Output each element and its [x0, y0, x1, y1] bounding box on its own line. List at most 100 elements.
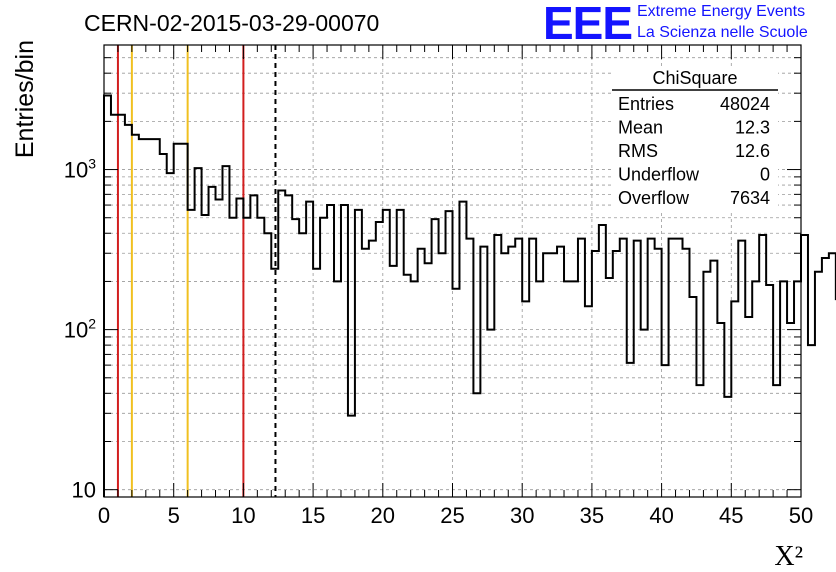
histogram-bin — [550, 253, 557, 497]
histogram-bin — [794, 281, 801, 497]
x-tick-label: 10 — [231, 503, 255, 528]
histogram-bin — [766, 285, 773, 497]
histogram-bin — [229, 218, 236, 497]
histogram-bin — [146, 139, 153, 497]
histogram-bin — [118, 115, 125, 497]
histogram-bin — [327, 205, 334, 497]
axis-labels: 0 5 10 15 20 25 30 35 40 45 50 10 102 103 X² Entries/bi… — [11, 40, 813, 572]
histogram-bin — [676, 239, 683, 497]
y-tick-label: 10 — [72, 478, 96, 503]
histogram-bin — [613, 251, 620, 497]
histogram-bin — [334, 281, 341, 497]
stats-box: ChiSquare Entries 48024 Mean 12.3 RMS 12.6 Unde… — [612, 66, 778, 211]
x-tick-label: 30 — [510, 503, 534, 528]
x-tick-label: 45 — [719, 503, 743, 528]
histogram-bin — [362, 249, 369, 497]
histogram-bin — [724, 397, 731, 497]
histogram-bin — [439, 253, 446, 497]
histogram-bin — [815, 272, 822, 497]
histogram-bin — [111, 115, 118, 497]
histogram-bin — [599, 225, 606, 497]
histogram-bin — [689, 297, 696, 497]
histogram-bin — [536, 281, 543, 497]
histogram-bin — [285, 195, 292, 497]
stats-row-value: 48024 — [720, 94, 770, 114]
histogram-bin — [829, 253, 836, 497]
histogram-bin — [578, 239, 585, 497]
histogram-bin — [404, 275, 411, 497]
histogram-bin — [634, 241, 641, 497]
histogram-bin — [174, 144, 181, 497]
histogram-layer — [103, 94, 836, 497]
histogram-bin — [738, 241, 745, 497]
histogram-bin — [822, 258, 829, 497]
histogram-bin — [543, 253, 550, 497]
histogram-bin — [167, 173, 174, 497]
histogram-bin — [585, 306, 592, 497]
histogram-bin — [313, 269, 320, 497]
histogram-bin — [752, 281, 759, 497]
histogram-bin — [710, 261, 717, 497]
histogram-bin — [703, 272, 710, 497]
histogram-bin — [808, 345, 815, 497]
histogram-bin — [717, 323, 724, 497]
histogram-bin — [655, 249, 662, 497]
run-title: CERN-02-2015-03-29-00070 — [84, 10, 380, 36]
reference-lines — [116, 45, 277, 497]
histogram-bin — [669, 239, 676, 497]
histogram-bin — [139, 139, 146, 497]
histogram-bin — [620, 239, 627, 497]
stats-row-label: Underflow — [618, 165, 700, 185]
histogram-bin — [411, 281, 418, 497]
histogram-bin — [222, 166, 229, 497]
histogram-bin — [278, 190, 285, 497]
histogram-bin — [529, 239, 536, 497]
logo-text-line2: La Scienza nelle Scuole — [637, 24, 808, 41]
histogram-bin — [480, 247, 487, 497]
stats-box-title: ChiSquare — [652, 68, 737, 88]
y-tick-label: 103 — [64, 156, 96, 183]
x-tick-label: 15 — [301, 503, 325, 528]
histogram-bin — [627, 363, 634, 497]
histogram-bin — [390, 266, 397, 497]
stats-row-label: RMS — [618, 141, 658, 161]
stats-row-label: Overflow — [618, 188, 690, 208]
stats-row-value: 12.6 — [735, 141, 770, 161]
histogram-bin — [696, 385, 703, 497]
histogram-bin — [425, 263, 432, 497]
histogram-bin — [522, 301, 529, 497]
histogram-bin — [473, 393, 480, 497]
histogram-bin — [453, 289, 460, 497]
histogram-bin — [369, 241, 376, 497]
histogram-bin — [376, 222, 383, 497]
histogram-bin — [508, 247, 515, 497]
histogram-bin — [104, 96, 111, 497]
x-tick-label: 0 — [98, 503, 110, 528]
stats-row-value: 0 — [760, 165, 770, 185]
histogram-bin — [418, 249, 425, 497]
histogram-bin — [494, 235, 501, 497]
histogram-bin — [466, 239, 473, 497]
x-axis-title: X² — [774, 541, 803, 572]
x-tick-label: 50 — [789, 503, 813, 528]
histogram-bin — [216, 199, 223, 497]
x-tick-label: 5 — [168, 503, 180, 528]
histogram-bin — [181, 144, 188, 497]
histogram-bin — [257, 218, 264, 497]
histogram-bin — [683, 249, 690, 497]
histogram-bin — [348, 416, 355, 497]
logo-text-line1: Extreme Energy Events — [637, 3, 806, 20]
histogram-bin — [662, 365, 669, 497]
stats-row-value: 7634 — [730, 188, 770, 208]
x-tick-label: 20 — [371, 503, 395, 528]
histogram-bin — [571, 281, 578, 497]
histogram-step-outline — [103, 94, 836, 497]
axes-frame — [103, 44, 802, 498]
histogram-bin — [320, 218, 327, 497]
histogram-bin — [731, 301, 738, 497]
histogram-bin — [306, 202, 313, 497]
histogram-bin — [515, 239, 522, 497]
eee-logo: EEE — [543, 0, 633, 49]
histogram-bin — [773, 385, 780, 497]
histogram-bin — [787, 323, 794, 497]
